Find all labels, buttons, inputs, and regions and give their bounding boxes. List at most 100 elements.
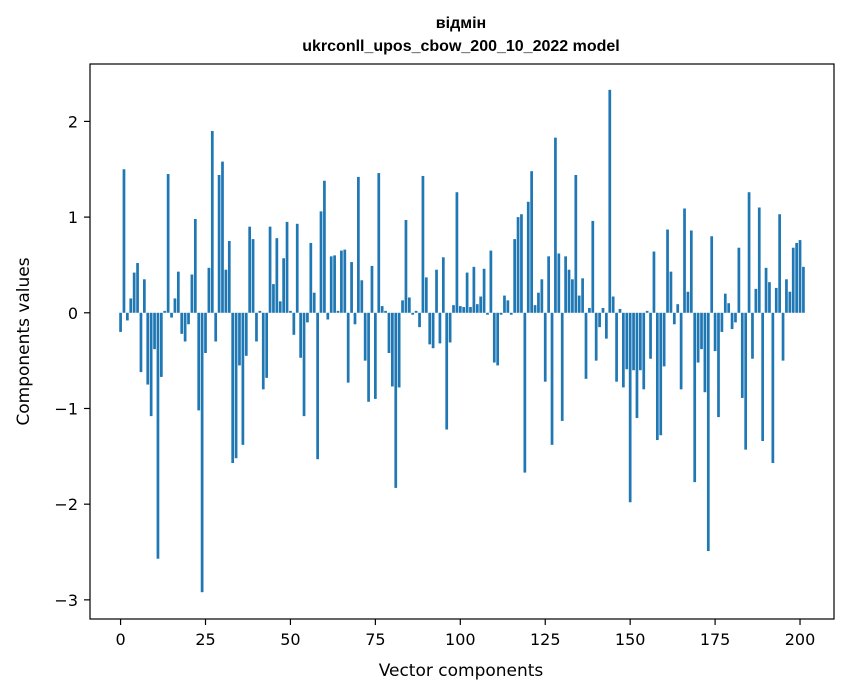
bar <box>190 274 194 313</box>
bar <box>533 305 537 313</box>
bar <box>414 310 418 313</box>
bar <box>458 306 462 313</box>
bar <box>377 173 381 313</box>
y-axis-label: Components values <box>14 257 34 425</box>
bar <box>149 312 153 417</box>
bar <box>496 312 500 366</box>
bar <box>666 229 669 313</box>
bar <box>802 266 805 313</box>
bar <box>445 312 449 430</box>
bar <box>676 304 680 313</box>
bar <box>771 312 775 464</box>
bar <box>509 312 513 315</box>
bar <box>737 247 741 313</box>
bar <box>557 253 561 313</box>
bar <box>285 221 289 313</box>
y-tick-label: −1 <box>54 399 78 418</box>
bar <box>238 312 241 366</box>
bar <box>329 256 333 313</box>
bar <box>326 312 330 320</box>
bar <box>122 169 126 313</box>
bar <box>795 242 798 313</box>
bar <box>119 312 122 332</box>
bar <box>516 217 520 313</box>
bar <box>438 312 442 344</box>
bar <box>424 277 428 313</box>
bar <box>394 312 398 488</box>
bar <box>635 312 639 419</box>
bar <box>360 280 364 313</box>
bar <box>778 214 781 313</box>
bar <box>465 272 469 313</box>
bar <box>421 175 425 313</box>
bar <box>774 287 778 313</box>
bar <box>221 161 224 313</box>
bar <box>581 278 584 313</box>
bar <box>200 312 204 593</box>
x-tick-label: 125 <box>530 630 561 649</box>
bar <box>431 312 435 349</box>
bar <box>740 312 744 398</box>
bar <box>642 312 646 390</box>
bar <box>584 312 588 379</box>
bar <box>268 226 272 313</box>
y-tick-label: 0 <box>68 304 78 323</box>
bar <box>781 312 785 361</box>
bar <box>156 312 160 559</box>
bar <box>217 175 221 313</box>
bar <box>645 310 649 313</box>
x-tick-label: 50 <box>280 630 300 649</box>
bar <box>523 312 527 473</box>
bar <box>275 238 279 313</box>
bar <box>272 284 275 313</box>
bar <box>129 298 133 313</box>
bar <box>401 300 404 313</box>
bar <box>768 282 771 313</box>
bar <box>418 312 421 328</box>
x-tick-label: 25 <box>195 630 215 649</box>
bar <box>574 175 578 313</box>
bar <box>571 279 574 313</box>
bar <box>588 308 591 313</box>
bar <box>370 265 374 313</box>
bar <box>530 171 533 313</box>
bar <box>227 241 231 313</box>
bar <box>126 312 129 321</box>
bar <box>669 271 673 313</box>
bar <box>601 308 605 313</box>
bar <box>258 310 262 313</box>
chart-title-line-1: відмін <box>436 15 486 32</box>
bar <box>513 239 517 313</box>
bar <box>472 266 476 313</box>
bar <box>611 296 615 313</box>
bar <box>136 263 139 313</box>
bar <box>567 269 571 313</box>
bar <box>482 268 486 313</box>
x-axis-ticks: 0 25 50 75 100 125 150 175 200 <box>115 619 815 649</box>
y-tick-label: −2 <box>54 495 78 514</box>
bar <box>312 292 316 313</box>
bar <box>323 180 326 313</box>
bar <box>547 256 550 313</box>
bar <box>143 279 146 313</box>
bar <box>618 308 622 313</box>
bar <box>241 312 245 445</box>
bar <box>798 240 802 313</box>
bar <box>231 312 235 464</box>
bar <box>367 312 370 402</box>
bar <box>689 230 693 313</box>
bar <box>357 176 360 313</box>
bar <box>163 310 167 313</box>
bar <box>159 312 163 377</box>
bar <box>340 250 343 313</box>
bar <box>788 291 792 313</box>
bar <box>679 312 683 390</box>
bar <box>757 207 761 313</box>
bar <box>475 304 479 313</box>
bar <box>632 312 635 371</box>
chart-title-line-2: ukrconll_upos_cbow_200_10_2022 model <box>302 38 619 55</box>
bar <box>713 312 717 352</box>
bar <box>598 312 601 328</box>
bar <box>204 312 207 353</box>
bar <box>577 295 581 313</box>
